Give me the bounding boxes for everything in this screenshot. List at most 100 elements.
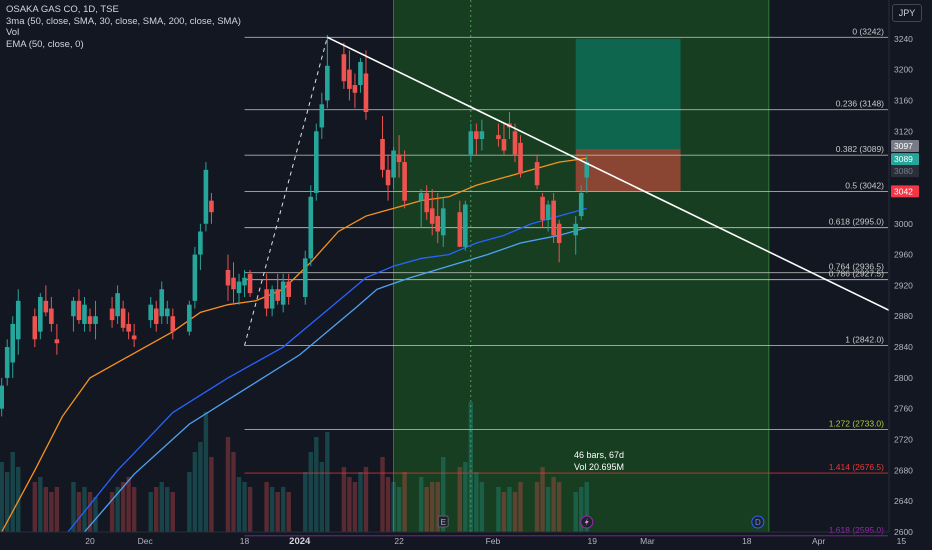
time-axis-tick: 19: [588, 536, 598, 546]
measure-ruler-label: 46 bars, 67d Vol 20.695M: [574, 449, 624, 473]
fib-level-label: 0.236 (3148): [836, 99, 884, 109]
candle-body: [391, 150, 396, 178]
volume-bar: [380, 457, 385, 532]
volume-bar: [71, 482, 76, 532]
volume-bar: [209, 457, 214, 532]
volume-bar: [76, 492, 82, 532]
candle-body: [93, 316, 98, 324]
price-axis-tick: 2800: [894, 373, 913, 383]
time-axis-tick: Mar: [640, 536, 655, 546]
candle-body: [534, 162, 540, 186]
candle-body: [313, 131, 319, 193]
volume-bar: [358, 472, 363, 532]
price-axis-tick: 3160: [894, 95, 913, 105]
price-axis-tick: 3000: [894, 219, 913, 229]
candle-body: [545, 204, 551, 220]
fib-level-label: 0.618 (2995.0): [829, 217, 884, 227]
trendline: [326, 36, 902, 317]
legend-ema[interactable]: EMA (50, close, 0): [6, 38, 84, 50]
candle-body: [435, 216, 441, 232]
legend-ma3[interactable]: 3ma (50, close, SMA, 30, close, SMA, 200…: [6, 15, 241, 27]
fib-anchor-line: [244, 37, 328, 346]
time-axis-tick: Apr: [812, 536, 825, 546]
position-target-zone: [575, 38, 681, 150]
price-badge-label: 3042: [894, 186, 913, 196]
price-axis-tick: 2880: [894, 311, 913, 321]
candle-body: [325, 65, 330, 101]
volume-bar: [518, 482, 523, 532]
time-axis-tick: 18: [742, 536, 752, 546]
ruler-vol: Vol 20.695M: [574, 462, 625, 472]
candle-body: [556, 223, 562, 244]
price-axis-tick: 2840: [894, 342, 913, 352]
candle-body: [43, 300, 49, 313]
candle-body: [578, 192, 584, 217]
price-badge-label: 3089: [894, 154, 913, 164]
sma-line-blue: [67, 207, 587, 533]
volume-bar: [131, 487, 137, 532]
volume-bar: [352, 482, 358, 532]
volume-bar: [341, 467, 347, 532]
volume-bar: [0, 462, 4, 532]
candle-body: [440, 208, 446, 236]
candle-body: [463, 204, 468, 247]
volume-bar: [286, 492, 291, 532]
candle-body: [0, 385, 4, 409]
candle-body: [115, 293, 120, 317]
candle-body: [231, 277, 236, 290]
price-axis-background: [889, 0, 932, 550]
candle-body: [10, 323, 16, 363]
candle-body: [584, 162, 590, 178]
volume-bar: [43, 487, 49, 532]
candle-body: [302, 258, 308, 297]
price-axis-tick: 3120: [894, 126, 913, 136]
volume-bar: [347, 477, 352, 532]
candle-body: [418, 192, 424, 201]
price-axis-tick: 3240: [894, 34, 913, 44]
volume-bar: [579, 487, 584, 532]
candle-body: [501, 139, 507, 151]
volume-bar: [424, 487, 429, 532]
fib-level-label: 1.618 (2595.0): [829, 525, 884, 535]
volume-bar: [154, 487, 159, 532]
dividend-d-icon: [751, 515, 765, 529]
volume-bar: [385, 477, 391, 532]
volume-bar: [32, 482, 38, 532]
volume-bar: [468, 402, 474, 532]
price-badge: [891, 153, 919, 166]
volume-bar: [457, 467, 462, 532]
fib-level-label: 1.272 (2733.0): [829, 419, 884, 429]
currency-button[interactable]: JPY: [892, 4, 922, 22]
volume-bar: [303, 472, 308, 532]
candle-body: [429, 208, 435, 224]
candle-body: [275, 289, 280, 301]
legend-vol[interactable]: Vol: [6, 27, 20, 38]
volume-bar: [512, 492, 518, 532]
candle-body: [148, 304, 154, 321]
candle-body: [457, 212, 463, 247]
candle-body: [236, 281, 242, 294]
candle-body: [54, 339, 60, 344]
time-axis-tick: 22: [394, 536, 404, 546]
volume-bar: [242, 482, 247, 532]
candle-body: [308, 196, 314, 259]
volume-bar: [192, 452, 198, 532]
volume-bar: [159, 482, 164, 532]
volume-bar: [203, 412, 209, 532]
volume-bar: [308, 452, 313, 532]
time-axis-tick: 15: [897, 536, 907, 546]
volume-bar: [363, 467, 369, 532]
volume-bar: [38, 477, 43, 532]
legend-title[interactable]: OSAKA GAS CO, 1D, TSE: [6, 4, 119, 15]
candle-body: [203, 169, 209, 224]
candle-body: [518, 142, 523, 174]
volume-bar: [474, 472, 479, 532]
volume-bar: [10, 452, 15, 532]
volume-bar: [82, 487, 87, 532]
candle-body: [71, 300, 76, 317]
candle-body: [15, 300, 21, 340]
volume-bar: [430, 482, 435, 532]
fib-level-label: 1 (2842.0): [845, 335, 884, 345]
candle-body: [159, 289, 165, 317]
